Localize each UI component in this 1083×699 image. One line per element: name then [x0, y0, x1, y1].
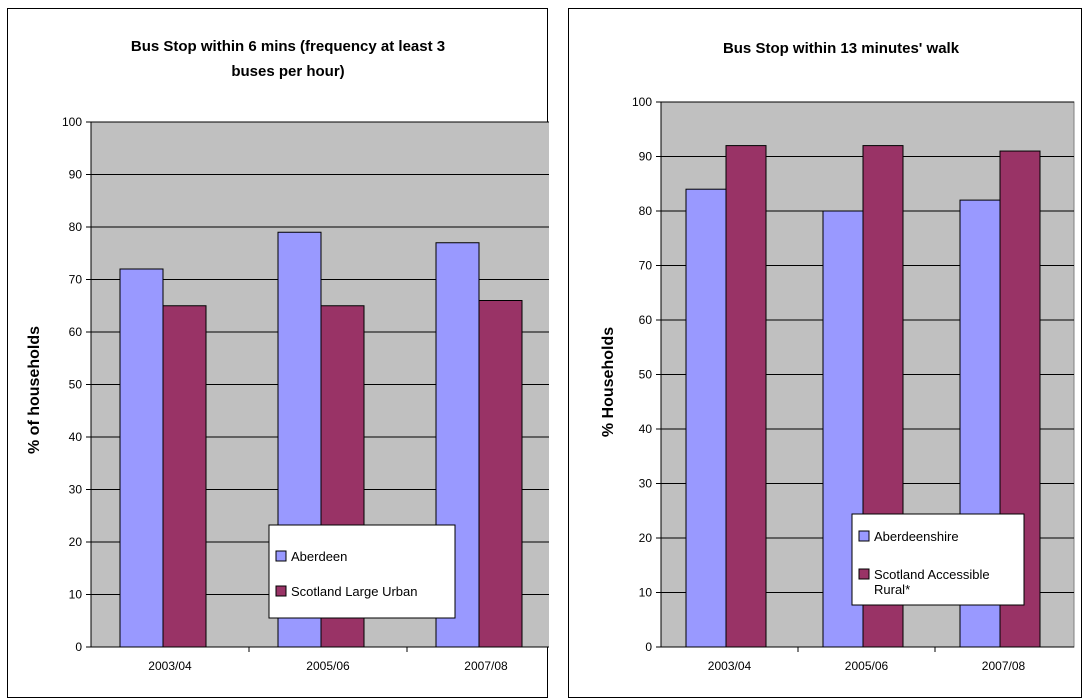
- y-tick-label: 70: [639, 259, 653, 273]
- legend-label: Rural*: [874, 582, 910, 597]
- x-tick-label: 2005/06: [845, 659, 889, 673]
- legend-swatch: [276, 586, 286, 596]
- y-axis-label: % of households: [26, 326, 43, 454]
- y-tick-label: 0: [645, 640, 652, 654]
- y-tick-label: 0: [75, 640, 82, 654]
- chart-title: buses per hour): [231, 63, 344, 80]
- legend-swatch: [859, 531, 869, 541]
- chart-panel-left: 0 10 20 30 40 50 60 70 80 90 100 2003/04 2005/06 2007…: [7, 8, 548, 698]
- legend-swatch: [859, 569, 869, 579]
- legend-label: Aberdeenshire: [874, 529, 959, 544]
- x-tick-label: 2007/08: [464, 659, 508, 673]
- y-tick-label: 30: [639, 477, 653, 491]
- y-tick-label: 60: [639, 313, 653, 327]
- chart-title: Bus Stop within 6 mins (frequency at lea…: [131, 38, 445, 55]
- bar: [479, 301, 522, 648]
- chart-right: 0 10 20 30 40 50 60 70 80 90 100 2003/04 2005/06 2007…: [569, 9, 1083, 699]
- y-tick-label: 50: [639, 368, 653, 382]
- y-tick-label: 10: [639, 586, 653, 600]
- x-tick-label: 2007/08: [982, 659, 1026, 673]
- y-tick-label: 30: [69, 483, 83, 497]
- bar: [163, 306, 206, 647]
- y-tick-label: 50: [69, 378, 83, 392]
- x-tick-label: 2005/06: [306, 659, 350, 673]
- legend-label: Scotland Large Urban: [291, 584, 417, 599]
- y-tick-label: 80: [69, 220, 83, 234]
- chart-left: 0 10 20 30 40 50 60 70 80 90 100 2003/04 2005/06 2007…: [8, 9, 549, 699]
- legend-label: Scotland Accessible: [874, 567, 990, 582]
- y-tick-label: 90: [639, 150, 653, 164]
- bar: [120, 269, 163, 647]
- x-tick-label: 2003/04: [148, 659, 192, 673]
- y-tick-label: 10: [69, 588, 83, 602]
- chart-title: Bus Stop within 13 minutes' walk: [723, 40, 960, 57]
- y-tick-label: 20: [69, 535, 83, 549]
- chart-panel-right: 0 10 20 30 40 50 60 70 80 90 100 2003/04 2005/06 2007…: [568, 8, 1082, 698]
- bar: [686, 189, 726, 647]
- y-tick-label: 70: [69, 273, 83, 287]
- legend-swatch: [276, 551, 286, 561]
- y-tick-label: 100: [632, 95, 652, 109]
- y-tick-label: 20: [639, 531, 653, 545]
- y-tick-label: 60: [69, 325, 83, 339]
- bar: [726, 146, 766, 647]
- legend-label: Aberdeen: [291, 549, 347, 564]
- legend-box: [269, 525, 455, 618]
- y-tick-label: 80: [639, 204, 653, 218]
- y-tick-label: 40: [69, 430, 83, 444]
- x-tick-label: 2003/04: [708, 659, 752, 673]
- y-tick-label: 100: [62, 115, 82, 129]
- y-tick-label: 40: [639, 422, 653, 436]
- y-tick-label: 90: [69, 168, 83, 182]
- y-axis-label: % Households: [600, 327, 617, 437]
